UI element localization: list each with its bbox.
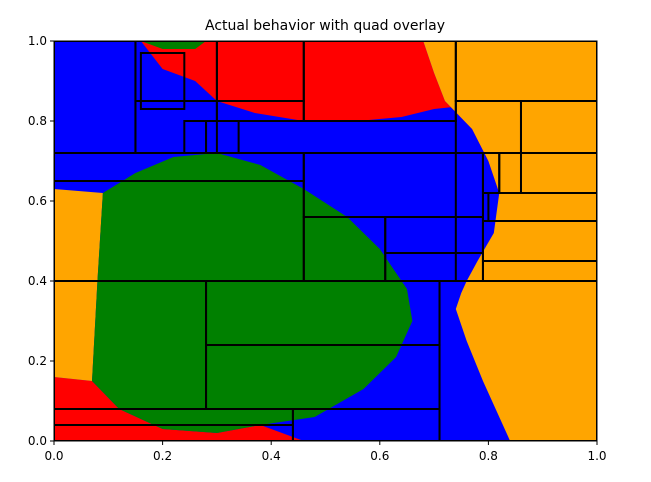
region-orange bbox=[54, 189, 103, 381]
y-tick-label: 0.0 bbox=[28, 434, 47, 448]
quad-overlay bbox=[54, 41, 597, 441]
x-tick-label: 0.2 bbox=[153, 449, 172, 463]
x-tick-label: 0.8 bbox=[479, 449, 498, 463]
y-tick-label: 0.6 bbox=[28, 194, 47, 208]
y-tick-label: 1.0 bbox=[28, 34, 47, 48]
x-tick-label: 0.0 bbox=[44, 449, 63, 463]
region-red bbox=[140, 41, 511, 193]
plot-area bbox=[54, 41, 597, 441]
quad-cell bbox=[498, 152, 522, 194]
x-tick-label: 0.4 bbox=[262, 449, 281, 463]
chart-title: Actual behavior with quad overlay bbox=[205, 18, 445, 34]
region-green bbox=[92, 153, 413, 433]
x-axis: 0.0 0.2 0.4 0.6 0.8 1.0 bbox=[44, 441, 607, 463]
y-axis: 0.0 0.2 0.4 0.6 0.8 1.0 bbox=[28, 34, 54, 448]
quad-cell bbox=[205, 120, 240, 154]
quad-cell bbox=[454, 152, 484, 282]
y-tick-label: 0.8 bbox=[28, 114, 47, 128]
y-tick-label: 0.2 bbox=[28, 354, 47, 368]
quad-cell bbox=[139, 52, 186, 110]
region-green bbox=[140, 41, 207, 49]
axes-frame bbox=[53, 40, 598, 442]
x-tick-label: 1.0 bbox=[587, 449, 606, 463]
y-tick-label: 0.4 bbox=[28, 274, 47, 288]
x-tick-label: 0.6 bbox=[370, 449, 389, 463]
region-orange bbox=[423, 41, 597, 441]
